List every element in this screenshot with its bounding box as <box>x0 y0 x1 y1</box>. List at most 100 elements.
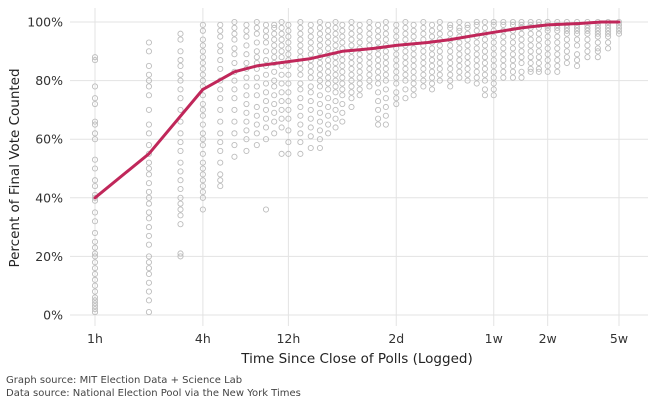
data-point <box>356 33 363 40</box>
data-point <box>473 80 480 87</box>
data-point <box>177 159 184 166</box>
data-point <box>481 65 488 72</box>
data-point <box>574 62 581 69</box>
data-point <box>316 83 323 90</box>
data-point <box>339 74 346 81</box>
data-point <box>91 303 99 310</box>
data-point <box>145 39 152 46</box>
data-point <box>271 48 278 55</box>
data-point <box>382 59 389 67</box>
data-point <box>410 33 417 40</box>
data-point <box>297 65 304 72</box>
x-tick-label: 1h <box>87 331 103 346</box>
data-point <box>243 147 250 154</box>
data-point <box>297 139 304 146</box>
data-point <box>332 36 339 43</box>
data-point <box>91 209 99 216</box>
data-point <box>307 27 314 34</box>
data-point <box>217 106 224 113</box>
data-point <box>393 95 400 102</box>
data-point <box>145 106 152 113</box>
data-point <box>518 42 525 49</box>
data-point <box>500 33 507 40</box>
data-point <box>402 24 409 31</box>
data-point <box>339 68 346 75</box>
data-point <box>402 54 409 61</box>
data-point <box>436 77 443 84</box>
data-point <box>332 98 339 105</box>
data-point <box>332 77 339 84</box>
data-point <box>490 45 497 52</box>
data-point <box>393 51 400 58</box>
data-point <box>402 30 409 37</box>
data-point <box>420 83 427 90</box>
data-point <box>420 30 427 37</box>
data-point <box>325 121 332 128</box>
data-point <box>535 68 542 75</box>
data-point <box>217 57 224 64</box>
data-point <box>217 147 224 154</box>
data-point <box>544 62 551 69</box>
data-point <box>217 33 224 40</box>
data-point <box>231 95 238 102</box>
data-point <box>262 89 270 96</box>
data-point <box>217 42 224 49</box>
data-point <box>243 83 250 90</box>
data-point <box>574 36 581 43</box>
data-point <box>464 71 471 78</box>
data-point <box>574 51 581 58</box>
data-point <box>307 74 314 81</box>
data-point <box>177 206 184 213</box>
data-point <box>339 92 346 99</box>
data-point <box>325 33 332 40</box>
data-point <box>145 279 152 286</box>
data-point <box>271 109 278 116</box>
data-point <box>366 83 373 90</box>
data-point <box>145 83 152 90</box>
data-point <box>307 115 314 122</box>
data-point <box>428 68 436 75</box>
data-point <box>177 118 184 125</box>
data-point <box>262 48 270 55</box>
data-point <box>231 153 238 160</box>
data-point <box>285 106 292 113</box>
data-point <box>91 306 99 313</box>
data-point <box>253 24 260 31</box>
data-point <box>456 62 463 69</box>
x-axis-title: Time Since Close of Polls (Logged) <box>240 351 472 367</box>
data-point <box>428 86 436 93</box>
data-point <box>456 57 463 64</box>
data-point <box>271 24 278 31</box>
data-source-note: Data source: National Election Pool via … <box>6 388 301 399</box>
data-point <box>447 48 454 55</box>
data-point <box>382 86 389 93</box>
data-point <box>91 297 99 304</box>
data-point <box>382 30 389 37</box>
data-point <box>285 27 292 34</box>
data-point <box>518 54 525 61</box>
data-point <box>217 95 224 102</box>
data-point <box>262 106 270 113</box>
data-point <box>91 118 99 125</box>
data-point <box>464 21 471 28</box>
data-point <box>145 77 152 84</box>
data-point <box>145 171 152 178</box>
data-point <box>316 42 323 49</box>
data-point <box>199 150 206 157</box>
data-point <box>91 265 99 272</box>
data-point <box>217 177 224 184</box>
data-point <box>278 30 285 37</box>
data-point <box>243 59 250 67</box>
data-point <box>500 57 507 64</box>
data-point <box>535 48 542 55</box>
data-point <box>339 21 346 28</box>
data-point <box>332 124 339 131</box>
data-point <box>325 62 332 69</box>
data-point <box>402 71 409 78</box>
grid-lines <box>70 8 648 326</box>
data-point <box>145 130 152 137</box>
data-point <box>584 36 591 43</box>
data-point <box>348 77 355 84</box>
data-point <box>217 118 224 125</box>
